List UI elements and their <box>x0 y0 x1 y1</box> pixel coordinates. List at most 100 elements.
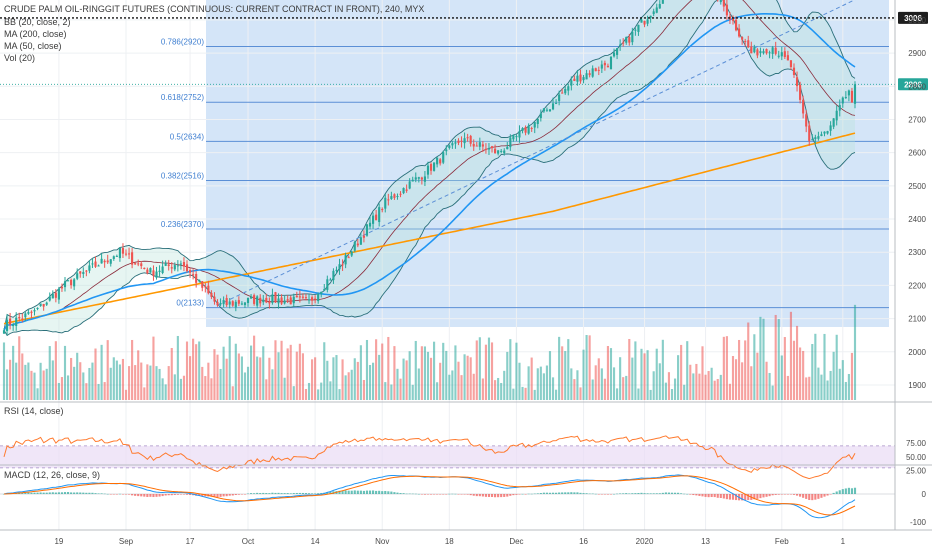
volume-bar <box>711 368 713 400</box>
volume-bar <box>637 389 639 400</box>
candle-body <box>836 111 838 121</box>
volume-bar <box>155 366 157 400</box>
candle-body <box>418 177 420 178</box>
macd-hist-bar <box>619 493 621 494</box>
volume-bar <box>195 344 197 400</box>
legend-ma50[interactable]: MA (50, close) <box>4 41 62 51</box>
macd-hist-bar <box>561 492 563 494</box>
candle-body <box>320 292 322 294</box>
macd-hist-bar <box>73 492 75 494</box>
candle-body <box>354 242 356 251</box>
macd-hist-bar <box>631 493 633 494</box>
macd-hist-bar <box>143 494 145 497</box>
volume-bar <box>671 389 673 400</box>
macd-hist-bar <box>369 491 371 494</box>
macd-hist-bar <box>82 493 84 494</box>
volume-bar <box>143 387 145 400</box>
candle-body <box>277 298 279 303</box>
volume-bar <box>424 346 426 400</box>
legend-bb[interactable]: BB (20, close, 2) <box>4 17 71 27</box>
macd-hist-bar <box>134 494 136 496</box>
legend-macd[interactable]: MACD (12, 26, close, 9) <box>4 470 100 480</box>
candle-body <box>610 57 612 69</box>
candle-body <box>113 256 115 259</box>
macd-hist-bar <box>814 494 816 500</box>
volume-bar <box>653 371 655 400</box>
macd-hist-bar <box>622 493 624 494</box>
volume-bar <box>442 343 444 400</box>
macd-hist-bar <box>265 493 267 494</box>
volume-bar <box>839 369 841 400</box>
candle-body <box>604 63 606 65</box>
volume-bar <box>454 345 456 400</box>
macd-hist-bar <box>259 493 261 494</box>
volume-bar <box>467 356 469 400</box>
volume-bar <box>704 375 706 400</box>
volume-bar <box>183 376 185 400</box>
macd-hist-bar <box>503 494 505 497</box>
macd-hist-bar <box>781 494 783 495</box>
legend-ma200[interactable]: MA (200, close) <box>4 29 67 39</box>
volume-bar <box>9 360 11 400</box>
candle-body <box>55 293 57 298</box>
candle-body <box>543 108 545 111</box>
volume-bar <box>497 378 499 400</box>
volume-bar <box>342 359 344 400</box>
volume-bar <box>805 377 807 400</box>
volume-bar <box>403 359 405 400</box>
macd-hist-bar <box>223 494 225 496</box>
volume-bar <box>793 341 795 400</box>
volume-bar <box>601 368 603 400</box>
candle-body <box>189 270 191 273</box>
candle-body <box>784 51 786 57</box>
volume-bar <box>820 375 822 400</box>
candle-body <box>525 127 527 133</box>
macd-hist-bar <box>348 491 350 494</box>
volume-bar <box>24 365 26 400</box>
price-tick-label: 2700 <box>908 115 926 124</box>
macd-hist-bar <box>357 491 359 494</box>
candle-body <box>647 19 649 23</box>
macd-hist-bar <box>64 492 66 494</box>
volume-bar <box>317 389 319 400</box>
macd-hist-bar <box>531 494 533 495</box>
volume-bar <box>152 337 154 400</box>
volume-bar <box>332 357 334 400</box>
volume-bar <box>91 363 93 400</box>
macd-hist-bar <box>799 494 801 497</box>
volume-bar <box>247 367 249 400</box>
candle-body <box>546 110 548 111</box>
macd-hist-bar <box>229 494 231 496</box>
volume-bar <box>180 379 182 400</box>
candle-body <box>262 300 264 303</box>
candle-body <box>219 303 221 304</box>
candle-body <box>27 312 29 314</box>
volume-bar <box>680 345 682 400</box>
macd-hist-bar <box>512 494 514 495</box>
candle-body <box>296 296 298 297</box>
volume-bar <box>244 372 246 400</box>
macd-hist-bar <box>61 492 63 494</box>
volume-bar <box>503 371 505 400</box>
legend-rsi[interactable]: RSI (14, close) <box>4 406 64 416</box>
macd-hist-bar <box>177 494 179 495</box>
candle-body <box>335 270 337 271</box>
volume-bar <box>848 374 850 400</box>
candle-body <box>43 304 45 307</box>
candle-body <box>76 273 78 278</box>
volume-bar <box>567 339 569 400</box>
volume-bar <box>253 336 255 400</box>
legend-vol[interactable]: Vol (20) <box>4 53 35 63</box>
candle-body <box>723 0 725 7</box>
macd-hist-bar <box>808 494 810 500</box>
macd-hist-bar <box>91 493 93 494</box>
candle-body <box>338 264 340 269</box>
candle-body <box>174 265 176 269</box>
volume-bar <box>509 339 511 400</box>
volume-bar <box>479 337 481 400</box>
macd-hist-bar <box>119 494 121 495</box>
candle-body <box>342 264 344 265</box>
volume-bar <box>314 357 316 400</box>
candle-body <box>82 272 84 274</box>
